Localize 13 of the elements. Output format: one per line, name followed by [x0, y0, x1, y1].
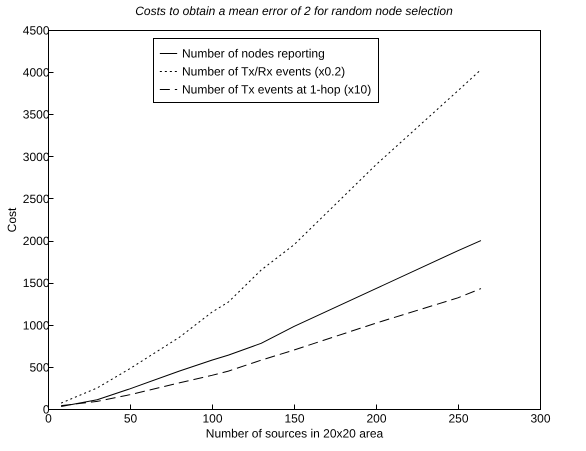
y-axis-title: Cost	[4, 207, 19, 232]
x-tick-label: 250	[448, 412, 469, 426]
chart-title: Costs to obtain a mean error of 2 for random node selection	[135, 4, 454, 18]
y-tick-label: 4500	[22, 24, 50, 38]
x-tick-label: 50	[124, 412, 138, 426]
legend-label: Number of nodes reporting	[182, 46, 325, 60]
legend-label: Number of Tx events at 1-hop (x10)	[182, 82, 372, 96]
x-axis-title: Number of sources in 20x20 area	[206, 426, 384, 440]
legend-label: Number of Tx/Rx events (x0.2)	[182, 64, 346, 78]
x-tick-label: 200	[366, 412, 387, 426]
x-tick-label: 150	[284, 412, 305, 426]
x-tick-label: 100	[202, 412, 223, 426]
x-tick-label: 300	[530, 412, 551, 426]
